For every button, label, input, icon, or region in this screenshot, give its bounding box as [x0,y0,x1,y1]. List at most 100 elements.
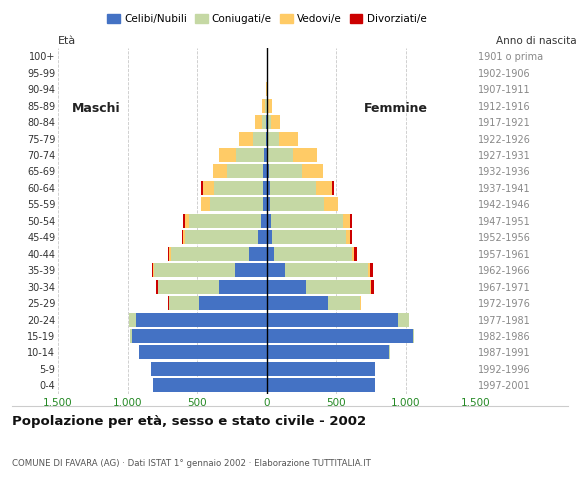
Bar [370,263,372,277]
Bar [129,312,136,326]
Bar [350,214,351,228]
Bar [264,148,267,162]
Bar [343,214,350,228]
Bar [219,280,267,294]
Bar [158,280,219,294]
Bar [261,214,267,228]
Bar [266,82,267,96]
Bar [268,148,293,162]
Bar [169,247,171,261]
Bar [398,312,409,326]
Bar [270,181,316,195]
Bar [267,247,274,261]
Text: Popolazione per età, sesso e stato civile - 2002: Popolazione per età, sesso e stato civil… [12,415,366,428]
Bar [267,346,389,360]
Bar [183,230,184,244]
Bar [214,181,263,195]
Bar [259,230,267,244]
Bar [324,197,338,211]
Bar [168,296,169,310]
Bar [263,165,267,179]
Bar [267,312,398,326]
Bar [168,247,169,261]
Bar [316,181,332,195]
Bar [139,346,267,360]
Bar [169,296,198,310]
Bar [151,362,267,376]
Bar [210,197,263,211]
Bar [332,181,334,195]
Bar [267,230,273,244]
Bar [267,98,268,113]
Bar [203,181,214,195]
Bar [274,247,351,261]
Bar [153,263,154,277]
Bar [171,247,249,261]
Bar [351,247,354,261]
Bar [267,296,328,310]
Bar [338,197,339,211]
Bar [267,82,269,96]
Bar [267,197,270,211]
Bar [270,115,280,129]
Bar [267,263,285,277]
Bar [269,165,302,179]
Bar [350,230,351,244]
Bar [253,132,266,145]
Text: Maschi: Maschi [72,102,121,115]
Bar [201,181,203,195]
Text: COMUNE DI FAVARA (AG) · Dati ISTAT 1° gennaio 2002 · Elaborazione TUTTITALIA.IT: COMUNE DI FAVARA (AG) · Dati ISTAT 1° ge… [12,458,371,468]
Bar [293,148,317,162]
Text: Anno di nascita: Anno di nascita [496,36,577,46]
Bar [267,280,306,294]
Bar [189,214,261,228]
Bar [239,132,253,145]
Bar [267,115,270,129]
Bar [266,132,267,145]
Bar [182,230,183,244]
Bar [271,214,343,228]
Bar [132,329,267,343]
Bar [184,230,259,244]
Bar [267,165,269,179]
Bar [267,181,270,195]
Bar [302,165,323,179]
Bar [130,329,132,343]
Bar [154,263,235,277]
Bar [370,280,371,294]
Bar [255,115,262,129]
Bar [368,263,370,277]
Bar [273,230,346,244]
Bar [219,148,236,162]
Bar [328,296,360,310]
Bar [213,165,227,179]
Bar [267,378,375,392]
Bar [265,98,267,113]
Bar [267,214,271,228]
Bar [227,165,263,179]
Bar [136,312,267,326]
Text: Femmine: Femmine [364,102,428,115]
Bar [235,263,267,277]
Bar [153,378,267,392]
Bar [183,214,184,228]
Bar [267,148,268,162]
Bar [198,296,267,310]
Bar [278,132,298,145]
Bar [413,329,414,343]
Bar [270,197,324,211]
Bar [267,362,375,376]
Bar [201,197,210,211]
Bar [152,263,153,277]
Bar [263,197,267,211]
Bar [267,132,278,145]
Bar [285,263,368,277]
Bar [249,247,267,261]
Bar [262,98,265,113]
Legend: Celibi/Nubili, Coniugati/e, Vedovi/e, Divorziati/e: Celibi/Nubili, Coniugati/e, Vedovi/e, Di… [103,10,430,28]
Bar [263,181,267,195]
Bar [267,329,413,343]
Bar [346,230,350,244]
Bar [268,98,273,113]
Bar [306,280,370,294]
